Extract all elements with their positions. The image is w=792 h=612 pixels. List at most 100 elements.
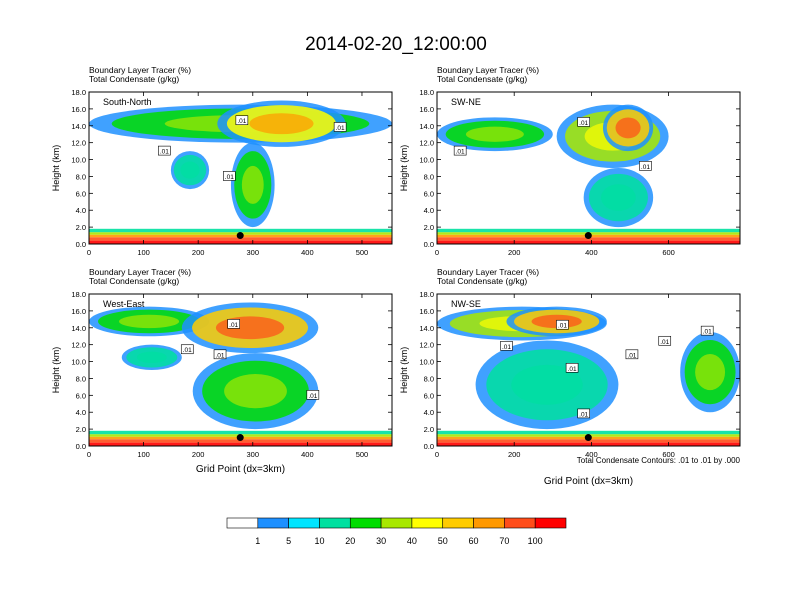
contour-label-box [639,161,652,171]
boundary-layer-band [437,430,740,435]
colorbar-label: 1 [255,536,260,546]
contour-label: .01 [225,174,234,181]
y-tick-label: 6.0 [76,391,86,400]
boundary-layer-band [89,228,392,233]
tracer-region-core [465,126,524,142]
panel-name: West-East [103,299,145,309]
location-marker [236,232,244,240]
panel-frame [436,293,741,447]
figure-title: 2014-02-20_12:00:00 [305,34,487,55]
y-tick-label: 4.0 [424,408,434,417]
contour-label: .01 [502,344,511,351]
y-tick-label: 2.0 [76,425,86,434]
contour-label-box [625,349,639,360]
x-tick-label: 200 [192,248,205,257]
y-tick-label: 0.0 [76,442,86,451]
colorbar-label: 10 [314,536,324,546]
contour-label: .01 [237,118,246,125]
x-tick-label: 200 [508,248,521,257]
contour-label-box [223,171,236,181]
tracer-region-core [695,354,726,391]
panel-label-line1: Boundary Layer Tracer (%) [437,267,539,277]
location-marker [236,434,244,442]
x-tick-label: 400 [585,248,598,257]
panel-label-line1: Boundary Layer Tracer (%) [89,65,191,75]
x-tick-label: 500 [356,248,369,257]
panel-label-line2: Total Condensate (g/kg) [437,74,527,84]
x-tick-label: 100 [137,248,150,257]
contour-label: .01 [627,352,636,359]
y-tick-label: 18.0 [71,290,86,299]
colorbar-box [504,517,536,529]
contour-label-box [700,325,714,336]
panel-nw-se: Boundary Layer Tracer (%) Total Condensat… [399,267,741,487]
panel-west-east: Boundary Layer Tracer (%)Total Condensat… [51,267,393,475]
footer-note: Total Condensate Contours: .01 to .01 by… [577,456,741,465]
y-tick-label: 18.0 [419,290,434,299]
y-tick-label: 12.0 [71,139,86,148]
contour-label-box [577,408,590,419]
contour-label-box [577,117,590,127]
y-tick-label: 14.0 [419,122,434,131]
contour-label: .01 [160,149,169,156]
y-tick-label: 12.0 [419,341,434,350]
y-tick-label: 2.0 [424,425,434,434]
colorbar-label: 60 [469,536,479,546]
x-tick-label: 0 [87,450,91,459]
contour-label-box [306,390,320,400]
boundary-layer-band [437,228,740,233]
boundary-layer-band [89,240,392,244]
colorbar-box [442,517,474,529]
x-tick-label: 300 [247,450,260,459]
contour-label-box [658,335,672,346]
tracer-region-core [615,117,641,139]
colorbar-box [288,517,320,529]
x-tick-label: 500 [356,450,369,459]
y-tick-label: 12.0 [71,341,86,350]
panel-frame [436,91,741,245]
panel-frame [88,293,393,447]
contour-label-box [180,344,194,355]
x-tick-label: 0 [435,450,439,459]
contour-label: .01 [579,120,588,127]
colorbar-label: 50 [438,536,448,546]
contour-label: .01 [558,323,567,330]
x-tick-label: 600 [662,450,675,459]
contour-label-box [453,145,467,156]
colorbar-label: 100 [528,536,543,546]
tracer-region-core [511,364,583,405]
boundary-layer-band [437,442,740,446]
location-marker [584,232,592,240]
y-tick-label: 10.0 [419,156,434,165]
y-tick-label: 14.0 [71,122,86,131]
y-tick-label: 6.0 [424,189,434,198]
tracer-region-core [601,184,636,211]
colorbar-box [411,517,444,529]
x-tick-label: 200 [192,450,205,459]
tracer-region-core [119,314,180,329]
y-tick-label: 0.0 [76,240,86,249]
panel-south-north: Boundary Layer Tracer (%)Total Condensat… [51,65,393,257]
panel-data: .01 .01 .01 .01 .01 .01 .01 [437,306,740,446]
contour-label: .01 [183,347,192,354]
colorbar-box [473,517,505,529]
x-tick-label: 0 [435,248,439,257]
tracer-region-core [224,374,287,409]
y-tick-label: 14.0 [419,324,434,333]
contour-label-box [565,363,579,373]
panel-name: NW-SE [451,299,481,309]
tracer-region-core [180,161,200,179]
y-tick-label: 8.0 [76,374,86,383]
contour-label-box [158,145,171,156]
contour-label: .01 [568,366,577,373]
boundary-layer-band [89,430,392,435]
x-tick-label: 600 [662,248,675,257]
x-tick-label: 200 [508,450,521,459]
contour-label: .01 [308,393,317,400]
y-tick-label: 4.0 [76,408,86,417]
y-axis-label: Height (km) [399,347,409,394]
panel-data: .01 .01 .01 [437,104,740,244]
y-tick-label: 16.0 [419,105,434,114]
contour-label: .01 [579,411,588,418]
